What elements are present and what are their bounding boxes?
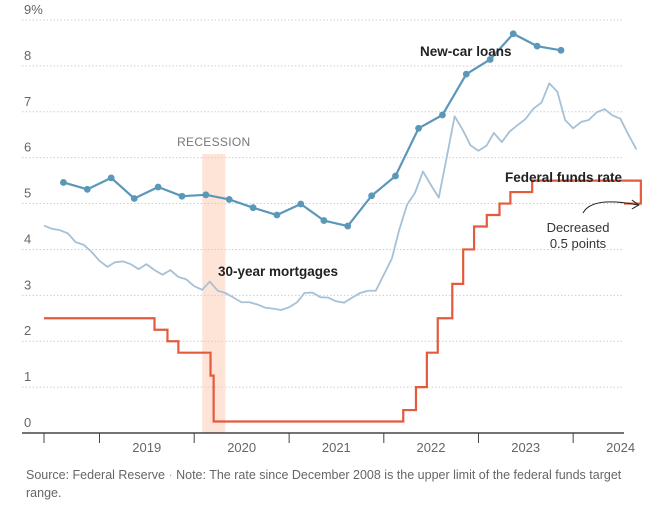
y-tick-label: 8 bbox=[24, 48, 31, 63]
mortgage-line bbox=[43, 82, 638, 311]
new-car-loans-point bbox=[344, 222, 352, 230]
new-car-loans-point bbox=[462, 70, 470, 78]
x-tick-label: 2020 bbox=[227, 440, 256, 455]
x-tick-label: 2024 bbox=[606, 440, 635, 455]
new-car-loans-point bbox=[60, 179, 67, 186]
federal-funds-line bbox=[44, 179, 642, 423]
annotation-line-1: Decreased bbox=[547, 220, 610, 235]
chart-labels: RECESSION 0 1 2 3 4 5 6 7 8 9% New-car loans 30-year… bbox=[24, 2, 640, 430]
annotation-arrow bbox=[582, 201, 638, 214]
new-car-loans-point bbox=[107, 174, 115, 182]
x-tick-label: 2021 bbox=[322, 440, 351, 455]
y-tick-label: 4 bbox=[24, 231, 31, 246]
new-car-loans-line bbox=[63, 32, 562, 228]
source-text: Source: Federal Reserve bbox=[26, 468, 165, 482]
rates-chart: 2019 2020 2021 2022 2023 2024 RECESSION 0 1 2 3 4 5… bbox=[22, 2, 642, 455]
x-tick-label: 2023 bbox=[511, 440, 540, 455]
annotation-line-2: 0.5 points bbox=[550, 236, 607, 251]
series-lines bbox=[43, 30, 642, 423]
x-tick-label: 2022 bbox=[417, 440, 446, 455]
new-car-loans-point bbox=[415, 124, 422, 132]
new-car-loans-point bbox=[297, 200, 305, 208]
y-tick-label: 7 bbox=[24, 94, 31, 109]
new-car-loans-point bbox=[509, 30, 517, 38]
federal-funds-label: Federal funds rate bbox=[505, 170, 623, 185]
annotation-arrowhead bbox=[631, 199, 640, 210]
new-car-loans-point bbox=[368, 192, 376, 200]
new-car-loans-point bbox=[486, 56, 494, 63]
y-tick-label: 0 bbox=[24, 415, 31, 430]
gridlines bbox=[22, 19, 624, 388]
x-tick-label: 2019 bbox=[132, 440, 161, 455]
new-car-loans-point bbox=[557, 46, 565, 54]
y-tick-label: 6 bbox=[24, 140, 31, 155]
note-text: Note: The rate since December 2008 is th… bbox=[26, 468, 622, 500]
new-car-loans-point bbox=[249, 204, 257, 212]
mortgage-label: 30-year mortgages bbox=[218, 264, 338, 279]
footer-note: Source: Federal Reserve · Note: The rate… bbox=[26, 466, 626, 502]
new-car-loans-point bbox=[273, 211, 281, 219]
y-tick-label: 9% bbox=[24, 2, 43, 17]
new-car-loans-label: New-car loans bbox=[420, 44, 512, 59]
new-car-loans-point bbox=[130, 195, 138, 202]
footer-separator: · bbox=[168, 468, 173, 482]
y-tick-label: 5 bbox=[24, 186, 31, 201]
new-car-loans-point bbox=[392, 172, 399, 180]
x-axis: 2019 2020 2021 2022 2023 2024 bbox=[22, 432, 635, 455]
new-car-loans-point bbox=[533, 42, 541, 50]
recession-shade bbox=[202, 154, 226, 433]
new-car-loans-point bbox=[225, 196, 233, 203]
recession-label: RECESSION bbox=[177, 135, 250, 149]
new-car-loans-point bbox=[439, 111, 446, 119]
y-tick-label: 2 bbox=[24, 323, 31, 338]
y-tick-label: 3 bbox=[24, 277, 31, 292]
new-car-loans-point bbox=[202, 191, 210, 199]
new-car-loans-point bbox=[178, 192, 186, 200]
recession-band bbox=[202, 154, 226, 433]
new-car-loans-point bbox=[83, 185, 91, 193]
new-car-loans-point bbox=[154, 183, 162, 191]
y-tick-label: 1 bbox=[24, 369, 31, 384]
new-car-loans-point bbox=[320, 217, 328, 224]
